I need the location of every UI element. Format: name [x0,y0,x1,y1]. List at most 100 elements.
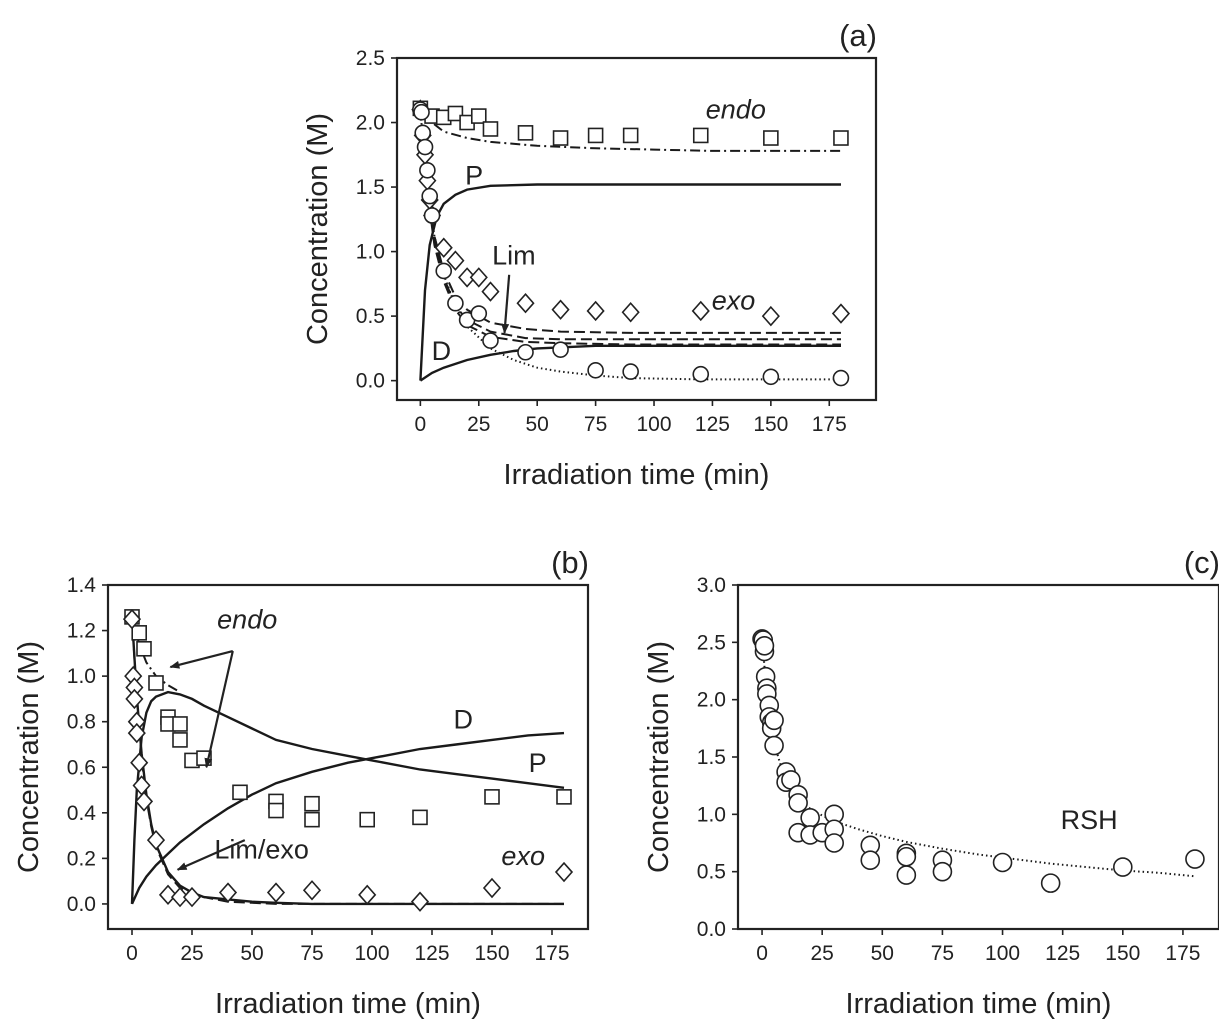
chart-panel-a: 0 25 50 75 100 125 150 175 0.0 0.5 1.0 1.5 2.0 2.5 Irr… [302,18,878,491]
series-annotation: RSH [1061,805,1118,835]
diamond-marker [266,882,286,903]
circle-marker [552,341,569,358]
y-tick-label: 2.5 [356,47,385,70]
y-tick-label: 0.0 [356,370,385,393]
x-tick-label: 25 [810,942,833,965]
square-marker [359,811,376,828]
circle-marker [1113,857,1133,877]
square-marker [304,811,320,828]
diamond-marker [586,300,605,322]
y-axis-label: Concentration (M) [13,641,45,873]
circle-marker [421,187,439,205]
panel-label-c: (c) [1184,545,1219,580]
circle-marker [1040,873,1061,893]
square-marker [556,789,572,805]
circle-marker [692,365,710,383]
square-marker [552,130,569,146]
model-curve-solid [130,731,565,905]
annotation-arrow [176,839,246,871]
y-tick-label: 1.0 [356,241,385,264]
series-annotation: D [432,336,452,366]
y-tick-label: 0.0 [67,893,96,916]
circle-marker [447,294,464,312]
circle-marker [587,362,604,379]
y-tick-label: 0.5 [697,861,726,884]
x-tick-label: 25 [180,942,203,965]
y-axis-label: Concentration (M) [643,641,675,873]
plot-frame-c [736,583,1219,931]
diamond-marker [554,861,574,883]
model-curve-solid [419,183,841,381]
square-marker [517,125,534,141]
y-tick-label: 0.2 [67,847,96,870]
square-marker [482,121,499,137]
x-tick-label: 75 [931,942,954,965]
panel-label-b: (b) [551,545,589,580]
panel-label-a: (a) [839,18,877,53]
x-tick-label: 75 [584,413,607,436]
series-annotation: exo [712,286,756,316]
circle-marker [896,865,917,885]
x-tick-label: 175 [1165,942,1200,965]
plot-frame-b [106,583,590,931]
y-tick-label: 0.5 [356,305,385,328]
annotation-arrow [501,274,511,334]
square-marker [172,716,188,732]
circle-marker [416,138,434,156]
y-tick-label: 1.0 [67,665,96,688]
circle-marker [932,861,953,882]
square-marker [136,640,152,657]
diamond-marker [482,877,502,899]
model-curve-dashed [419,109,841,346]
circle-marker [764,710,784,731]
series-annotation: P [465,160,483,190]
x-tick-label: 0 [756,942,768,965]
y-tick-label: 1.2 [67,620,96,643]
x-tick-label: 50 [240,942,263,965]
x-tick-label: 125 [414,942,449,965]
x-tick-label: 100 [637,413,672,436]
diamond-marker [122,608,142,630]
diamond-marker [446,250,465,271]
circle-marker [832,369,850,387]
diamond-marker [761,305,780,327]
y-tick-label: 0.4 [67,802,97,825]
square-marker [833,130,849,146]
y-tick-label: 1.5 [356,176,385,199]
square-marker [304,795,320,812]
y-tick-label: 1.0 [697,803,726,826]
square-marker [587,127,604,144]
square-marker [447,105,464,122]
diamond-marker [125,688,144,710]
circle-marker [435,262,453,280]
plot-frame-a [395,56,878,402]
x-tick-label: 100 [985,942,1020,965]
model-curve-solid [419,344,841,382]
chart-panel-b: 0 25 50 75 100 125 150 175 0.0 0.2 0.4 0.6 0.8 1.0 1.2… [13,545,590,1019]
model-curve-dashdot [419,108,841,152]
series-annotation: exo [501,841,545,871]
x-tick-label: 50 [526,413,549,436]
y-tick-label: 2.0 [356,112,385,135]
series-annotation: Lim [492,240,536,270]
diamond-marker [551,299,570,320]
x-tick-label: 150 [474,942,509,965]
circle-marker [622,363,639,380]
y-tick-label: 2.0 [697,689,726,712]
square-marker [622,127,639,144]
circle-marker [764,735,784,756]
x-axis-label: Irradiation time (min) [846,988,1112,1019]
circle-marker [470,305,488,322]
diamond-marker [130,752,149,773]
x-axis-label: Irradiation time (min) [215,988,481,1019]
circle-marker [860,850,881,871]
square-marker [484,789,500,805]
circle-marker [1185,849,1205,869]
circle-marker [414,124,432,142]
diamond-marker [218,882,238,903]
diamond-marker [182,886,202,908]
diamond-marker [146,829,166,851]
series-annotation: endo [217,604,277,634]
circle-marker [517,343,534,361]
